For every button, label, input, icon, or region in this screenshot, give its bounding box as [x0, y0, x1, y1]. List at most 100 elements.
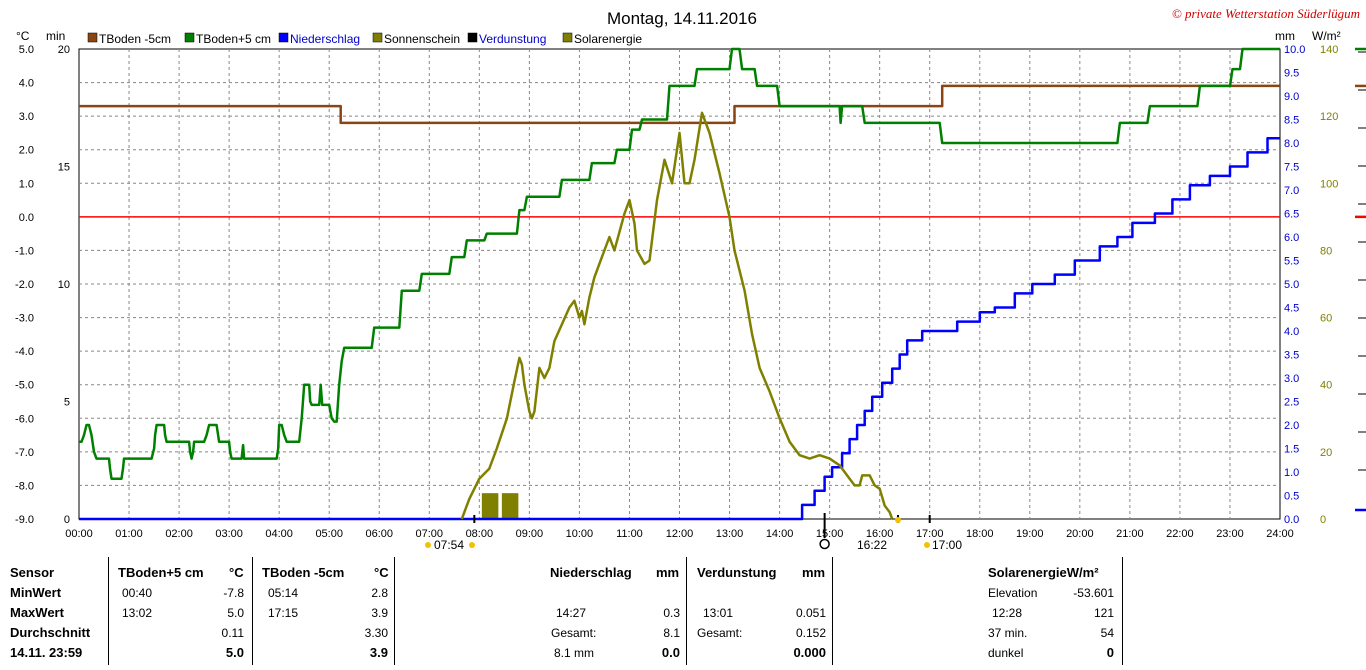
legend-swatch [562, 32, 573, 43]
x-tick-label: 22:00 [1166, 528, 1194, 540]
wm2-tick-label: 100 [1320, 178, 1338, 190]
solar-max-time: 12:28 [992, 606, 1023, 620]
tm5-avg-value: 3.30 [364, 626, 388, 640]
tm5-min-time: 05:14 [268, 586, 299, 600]
temp-tick-label: -6.0 [15, 413, 34, 425]
x-tick-label: 15:00 [816, 528, 844, 540]
sun-icon [425, 542, 431, 548]
legend-swatch [467, 32, 478, 43]
solar-header: SolarenergieW/m² [988, 565, 1099, 580]
chart-axes: 00:00 01:00 02:00 03:00 04:00 05:00 06:00 07:00… [15, 44, 1366, 540]
mm-tick-label: 9.5 [1284, 68, 1299, 80]
mm-tick-label: 1.0 [1284, 467, 1299, 479]
legend-label: Solarenergie [574, 32, 642, 46]
temp-tick-label: -7.0 [15, 447, 34, 459]
x-tick-label: 01:00 [115, 528, 143, 540]
temp-tick-label: -3.0 [15, 313, 34, 325]
solar-dark-value: 0 [1106, 645, 1114, 660]
t5-max-time: 13:02 [122, 606, 153, 620]
legend-label: Sonnenschein [384, 32, 460, 46]
legend-label: Niederschlag [290, 32, 360, 46]
sunshine-bars [481, 493, 519, 519]
x-tick-label: 00:00 [65, 528, 93, 540]
mm-tick-label: 9.0 [1284, 91, 1299, 103]
temp-tick-label: 4.0 [19, 78, 34, 90]
t5-unit: °C [229, 565, 244, 580]
moon-icon [819, 538, 830, 550]
series-line-tboden-5-cm [79, 47, 1280, 480]
min-tick-label: 20 [58, 44, 70, 56]
legend-label: Verdunstung [479, 32, 546, 46]
x-tick-label: 18:00 [966, 528, 994, 540]
wm2-tick-label: 0 [1320, 514, 1326, 526]
min-tick-label: 0 [64, 514, 70, 526]
tm5-max-time: 17:15 [268, 606, 299, 620]
sun-icon [924, 542, 930, 548]
wm2-tick-label: 80 [1320, 245, 1332, 257]
sun-icon [469, 542, 475, 548]
rain-last-label: 8.1 mm [554, 646, 595, 660]
mm-tick-label: 5.0 [1284, 279, 1299, 291]
x-tick-label: 08:00 [466, 528, 494, 540]
min-tick-label: 5 [64, 397, 70, 409]
tm5-min-value: 2.8 [371, 586, 388, 600]
chart-title: Montag, 14.11.2016 [607, 9, 757, 28]
wm2-tick-label: 120 [1320, 111, 1338, 123]
x-tick-label: 04:00 [265, 528, 293, 540]
sun-markers: 07:54 16:22 17:00 [425, 513, 962, 550]
solar-dark-label: dunkel [988, 646, 1024, 660]
sunrise-label: 07:54 [434, 538, 464, 550]
mm-tick-label: 7.5 [1284, 162, 1299, 174]
temp-tick-label: 0.0 [19, 212, 34, 224]
x-tick-label: 24:00 [1266, 528, 1294, 540]
x-tick-label: 12:00 [666, 528, 694, 540]
mm-tick-label: 6.0 [1284, 232, 1299, 244]
x-tick-label: 21:00 [1116, 528, 1144, 540]
time17-label: 17:00 [932, 538, 962, 550]
mm-tick-label: 8.0 [1284, 138, 1299, 150]
t5-header: TBoden+5 cm [118, 565, 204, 580]
evap-total-label: Gesamt: [697, 626, 743, 640]
unit-celsius: °C [16, 29, 30, 43]
x-tick-label: 02:00 [165, 528, 193, 540]
solar-mins-label: 37 min. [988, 626, 1028, 640]
x-tick-label: 07:00 [416, 528, 444, 540]
rain-max-time: 14:27 [556, 606, 587, 620]
evap-last-value: 0.000 [793, 645, 826, 660]
sun-icon [895, 517, 901, 523]
sunset-label: 16:22 [857, 538, 887, 550]
legend-label: TBoden -5cm [99, 32, 171, 46]
mm-tick-label: 0.0 [1284, 514, 1299, 526]
sunshine-bar [481, 493, 499, 519]
unit-mm: mm [1275, 29, 1295, 43]
x-tick-label: 17:00 [916, 528, 944, 540]
series-line-niederschlag [79, 137, 1280, 521]
unit-wm2: W/m² [1312, 29, 1341, 43]
mm-tick-label: 5.5 [1284, 256, 1299, 268]
rain-header: Niederschlag [550, 565, 632, 580]
tm5-last-value: 3.9 [369, 645, 388, 660]
evap-total-value: 0.152 [795, 626, 826, 640]
mm-tick-label: 2.5 [1284, 397, 1299, 409]
temp-tick-label: -1.0 [15, 245, 34, 257]
row-avg-label: Durchschnitt [10, 625, 91, 640]
copyright-label: © private Wetterstation Süderlügum [1172, 6, 1360, 21]
sunshine-bar [501, 493, 519, 519]
legend-swatch [184, 32, 195, 43]
mm-tick-label: 10.0 [1284, 44, 1305, 56]
wm2-tick-label: 140 [1320, 44, 1338, 56]
solar-elev-value: -53.601 [1073, 586, 1114, 600]
temp-tick-label: -9.0 [15, 514, 34, 526]
x-tick-label: 05:00 [315, 528, 343, 540]
unit-min: min [46, 29, 65, 43]
series-line-tboden-5cm [79, 84, 1280, 125]
mm-tick-label: 4.0 [1284, 326, 1299, 338]
t5-avg-value: 0.11 [221, 626, 244, 640]
x-tick-label: 06:00 [365, 528, 393, 540]
x-tick-label: 10:00 [566, 528, 594, 540]
x-tick-label: 20:00 [1066, 528, 1094, 540]
temp-tick-label: 1.0 [19, 178, 34, 190]
t5-min-value: -7.8 [223, 586, 244, 600]
sensor-header: Sensor [10, 565, 55, 580]
chart-series [79, 47, 1366, 521]
